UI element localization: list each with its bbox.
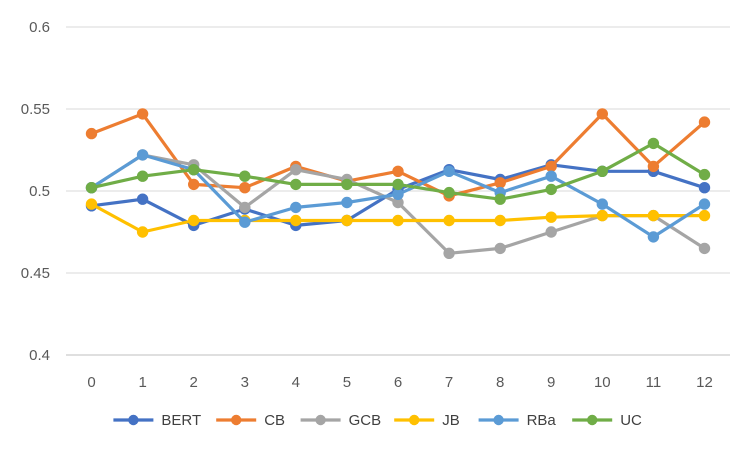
data-point-uc [647, 137, 660, 150]
data-point-jb [290, 214, 302, 227]
y-tick-label: 0.5 [29, 183, 50, 200]
data-point-rba [698, 198, 711, 210]
data-point-cb [647, 160, 660, 173]
x-tick-label: 1 [138, 374, 146, 391]
data-point-cb [136, 108, 149, 120]
data-point-rba [239, 216, 251, 228]
data-point-gcb [494, 242, 506, 255]
legend-item-uc: UC [572, 412, 642, 429]
data-point-uc [545, 183, 557, 196]
data-point-cb [494, 177, 506, 189]
legend-marker-rba [493, 414, 504, 426]
x-tick-label: 6 [394, 374, 402, 391]
data-point-uc [341, 178, 353, 191]
data-point-gcb [698, 242, 711, 255]
data-point-rba [596, 198, 608, 210]
data-point-uc [698, 168, 711, 181]
x-tick-label: 9 [547, 374, 555, 391]
data-point-gcb [290, 164, 302, 176]
legend-item-bert: BERT [113, 412, 201, 429]
data-point-rba [443, 165, 455, 178]
data-point-cb [188, 178, 200, 191]
legend-item-cb: CB [216, 412, 285, 429]
x-tick-label: 3 [241, 374, 249, 391]
data-point-bert [698, 182, 711, 194]
data-point-rba [392, 188, 404, 201]
data-point-cb [239, 182, 251, 194]
data-point-gcb [239, 201, 251, 214]
y-tick-label: 0.45 [21, 265, 50, 282]
data-point-jb [647, 209, 660, 222]
legend: BERT CB GCB JB RBa UC [113, 412, 642, 429]
data-point-rba [647, 231, 660, 243]
x-tick-label: 4 [292, 374, 300, 391]
legend-item-gcb: GCB [300, 412, 382, 429]
legend-label-rba: RBa [527, 412, 557, 429]
data-point-uc [392, 178, 404, 191]
legend-label-jb: JB [442, 412, 460, 429]
data-point-rba [545, 170, 557, 182]
data-point-uc [188, 164, 200, 176]
legend-label-cb: CB [264, 412, 285, 429]
y-tick-label: 0.55 [21, 101, 50, 118]
y-tick-label: 0.4 [29, 347, 50, 364]
data-point-jb [341, 214, 353, 227]
legend-item-jb: JB [394, 412, 460, 429]
data-point-cb [545, 160, 557, 173]
y-tick-label: 0.6 [29, 19, 50, 36]
x-axis: 0 1 2 3 4 5 6 7 8 9 10 11 12 [87, 374, 712, 391]
y-axis-tick-labels: 0.4 0.45 0.5 0.55 0.6 [21, 19, 50, 364]
data-point-uc [596, 165, 608, 178]
data-point-jb [136, 226, 149, 238]
data-point-rba [290, 201, 302, 214]
legend-marker-jb [409, 414, 420, 426]
data-point-jb [443, 214, 455, 227]
data-point-jb [188, 214, 200, 227]
data-point-rba [341, 196, 353, 209]
data-point-uc [494, 193, 506, 205]
x-tick-label: 7 [445, 374, 453, 391]
x-tick-label: 11 [646, 374, 662, 391]
legend-label-uc: UC [620, 412, 642, 429]
data-point-gcb [545, 226, 557, 238]
legend-marker-bert [128, 414, 139, 426]
data-point-jb [698, 209, 711, 222]
data-point-jb [392, 214, 404, 227]
data-point-jb [596, 209, 608, 222]
data-point-cb [698, 116, 711, 128]
data-point-jb [545, 211, 557, 223]
x-tick-label: 2 [190, 374, 198, 391]
data-point-cb [596, 108, 608, 120]
legend-marker-gcb [315, 414, 326, 426]
x-tick-label: 8 [496, 374, 504, 391]
series-group [85, 108, 711, 260]
data-point-gcb [443, 247, 455, 260]
series-uc [85, 137, 711, 205]
data-point-cb [392, 165, 404, 178]
data-point-jb [494, 214, 506, 227]
data-point-jb [85, 198, 98, 210]
data-point-uc [85, 182, 98, 194]
data-point-bert [136, 193, 149, 205]
x-tick-label: 12 [696, 374, 713, 391]
legend-label-gcb: GCB [349, 412, 382, 429]
x-tick-label: 0 [87, 374, 95, 391]
legend-marker-uc [587, 414, 598, 426]
x-tick-label: 5 [343, 374, 351, 391]
data-point-uc [443, 186, 455, 199]
data-point-uc [290, 178, 302, 191]
legend-label-bert: BERT [161, 412, 201, 429]
series-jb [85, 198, 711, 238]
legend-item-rba: RBa [478, 412, 557, 429]
x-tick-label: 10 [594, 374, 611, 391]
legend-marker-cb [231, 414, 242, 426]
data-point-rba [136, 149, 149, 161]
data-point-uc [136, 170, 149, 182]
data-point-uc [239, 170, 251, 182]
data-point-cb [85, 127, 98, 140]
